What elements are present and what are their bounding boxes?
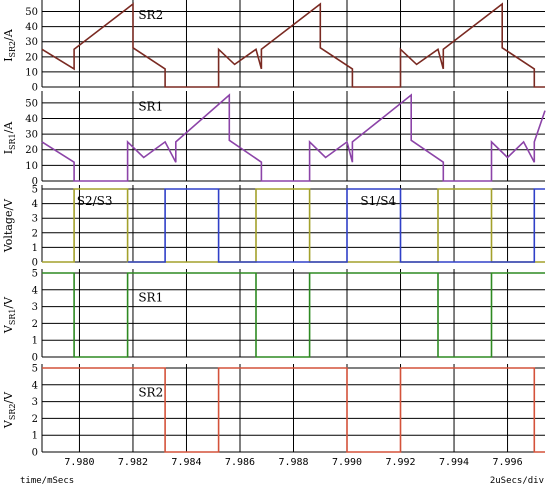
y-tick-label: 0 xyxy=(32,83,38,94)
y-axis-label: Voltage/V xyxy=(2,198,15,253)
y-tick-label: 4 xyxy=(32,285,38,296)
y-tick-label: 1 xyxy=(32,431,38,442)
y-axis-label: ISR1/A xyxy=(2,121,17,155)
y-axis-label-main: I xyxy=(2,150,15,154)
waveform-annotation: S2/S3 xyxy=(77,194,113,208)
y-axis-label-subscript: SR2 xyxy=(8,404,17,421)
y-tick-label: 2 xyxy=(32,319,38,330)
y-tick-label: 2 xyxy=(32,414,38,425)
y-tick-label: 1 xyxy=(32,243,38,254)
waveform-series-1 xyxy=(42,272,545,358)
waveform-annotation: SR1 xyxy=(138,100,163,114)
panel-3: 0 1 2 3 4 5 Voltage/V S2/S3 S1/S4 xyxy=(2,185,545,269)
y-axis-label: VSR1/V xyxy=(2,296,17,334)
y-axis-label-unit: /A xyxy=(2,28,15,41)
y-axis-label-unit: /A xyxy=(2,121,15,134)
x-tick-label: 7.988 xyxy=(278,457,308,468)
y-axis-label-subscript: SR2 xyxy=(8,41,17,58)
y-tick-label: 4 xyxy=(32,199,38,210)
y-tick-label: 0 xyxy=(32,258,38,269)
y-axis-label-main: V xyxy=(2,324,15,334)
x-tick-label: 7.990 xyxy=(332,457,362,468)
y-tick-label: 3 xyxy=(32,302,38,313)
y-tick-label: 3 xyxy=(32,397,38,408)
waveform-annotation: S1/S4 xyxy=(360,194,396,208)
x-tick-label: 7.984 xyxy=(171,457,201,468)
y-tick-label: 20 xyxy=(25,145,38,156)
y-tick-label: 0 xyxy=(32,448,38,459)
waveform-annotation: SR1 xyxy=(138,291,163,305)
waveform-series-1 xyxy=(41,93,546,182)
waveform-series-1 xyxy=(42,188,545,263)
y-tick-label: 5 xyxy=(32,185,38,196)
waveform-series-2 xyxy=(127,188,545,263)
x-tick-label: 7.982 xyxy=(118,457,148,468)
y-tick-label: 10 xyxy=(25,67,38,78)
x-tick-label: 7.992 xyxy=(385,457,415,468)
y-tick-label: 3 xyxy=(32,214,38,225)
x-tick-label: 7.980 xyxy=(64,457,94,468)
y-tick-label: 40 xyxy=(25,22,38,33)
y-tick-label: 5 xyxy=(32,269,38,280)
y-axis-label-main: I xyxy=(2,57,15,61)
y-axis-label-unit: /V xyxy=(2,391,15,404)
time-axis-label: time/mSecs xyxy=(20,476,74,486)
y-axis-label: ISR2/A xyxy=(2,28,17,62)
y-axis-label-subscript: SR1 xyxy=(8,133,17,150)
y-tick-label: 2 xyxy=(32,228,38,239)
x-tick-label: 7.994 xyxy=(439,457,469,468)
y-axis-label: VSR2/V xyxy=(2,391,17,429)
y-tick-label: 1 xyxy=(32,336,38,347)
waveform-annotation: SR2 xyxy=(138,386,163,400)
y-axis-label-unit: /V xyxy=(2,296,15,309)
y-tick-label: 5 xyxy=(32,364,38,375)
time-axis: 7.980 7.982 7.984 7.986 7.988 7.990 7.992 7.994… xyxy=(64,457,522,468)
y-tick-label: 0 xyxy=(32,177,38,188)
y-tick-label: 0 xyxy=(32,353,38,364)
y-axis-label-main: V xyxy=(2,419,15,429)
y-tick-label: 30 xyxy=(25,37,38,48)
waveform-series-1 xyxy=(42,367,545,453)
y-tick-label: 30 xyxy=(25,130,38,141)
time-scale-label: 2uSecs/div xyxy=(490,476,544,486)
y-tick-label: 20 xyxy=(25,52,38,63)
y-tick-label: 50 xyxy=(25,7,38,18)
waveform-panels: 01020304050ISR2/ASR201020304050ISR1/ASR1… xyxy=(2,0,546,459)
waveform-annotation: SR2 xyxy=(138,8,163,22)
x-tick-label: 7.986 xyxy=(225,457,255,468)
y-tick-label: 4 xyxy=(32,380,38,391)
y-axis-label-main: Voltage/V xyxy=(2,198,15,253)
x-tick-label: 7.996 xyxy=(492,457,522,468)
waveform-series-1 xyxy=(41,2,545,88)
y-tick-label: 10 xyxy=(25,161,38,172)
y-tick-label: 40 xyxy=(25,114,38,125)
y-axis-label-subscript: SR1 xyxy=(8,309,17,326)
y-tick-label: 50 xyxy=(25,98,38,109)
